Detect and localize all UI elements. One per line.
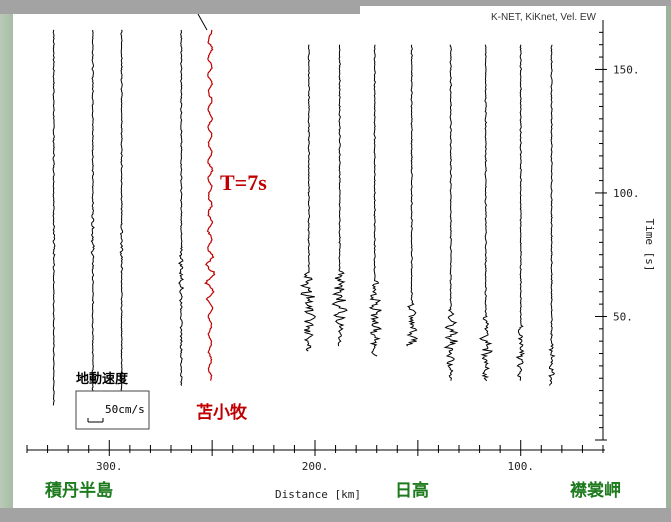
trace-5 (204, 29, 216, 381)
trace-6 (299, 44, 316, 352)
scale-title: 地動速度 (76, 371, 129, 387)
station-label-tomakomai: 苫小牧 (196, 402, 248, 423)
top-band (0, 0, 671, 6)
x-axis-title: Distance [km] (275, 488, 361, 501)
y-tick-label: 150. (613, 63, 640, 76)
y-axis: 50. 100. 150. (595, 20, 640, 441)
trace-3 (119, 29, 124, 396)
bottom-band (0, 508, 671, 522)
y-tick-label: 50. (613, 310, 633, 323)
top-band-left (0, 6, 360, 14)
x-tick-label: 100. (507, 460, 534, 473)
trace-2 (90, 29, 95, 401)
callout-pointer-line (197, 13, 208, 31)
trace-8 (368, 44, 383, 357)
region-label-shakotan: 積丹半島 (45, 480, 113, 501)
trace-9 (405, 44, 419, 347)
trace-10 (443, 44, 459, 381)
x-axis: 300. 200. 100. (26, 440, 605, 473)
region-label-erimo: 襟裳岬 (570, 480, 621, 501)
trace-13 (548, 44, 556, 386)
scale-label: 50cm/s (105, 403, 145, 416)
scale-box (75, 390, 150, 430)
x-tick-label: 200. (302, 460, 329, 473)
period-annotation: T=7s (220, 170, 267, 195)
traces-group (52, 29, 556, 406)
trace-1 (52, 29, 56, 406)
trace-11 (478, 44, 494, 382)
y-tick-label: 100. (613, 187, 640, 200)
trace-12 (515, 44, 526, 381)
trace-4 (178, 29, 185, 386)
y-axis-title: Time [s] (643, 219, 656, 272)
trace-7 (331, 44, 348, 347)
chart-title: K-NET, KiKnet, Vel. EW (491, 12, 597, 23)
region-label-hidaka: 日高 (395, 480, 429, 501)
x-tick-label: 300. (96, 460, 123, 473)
